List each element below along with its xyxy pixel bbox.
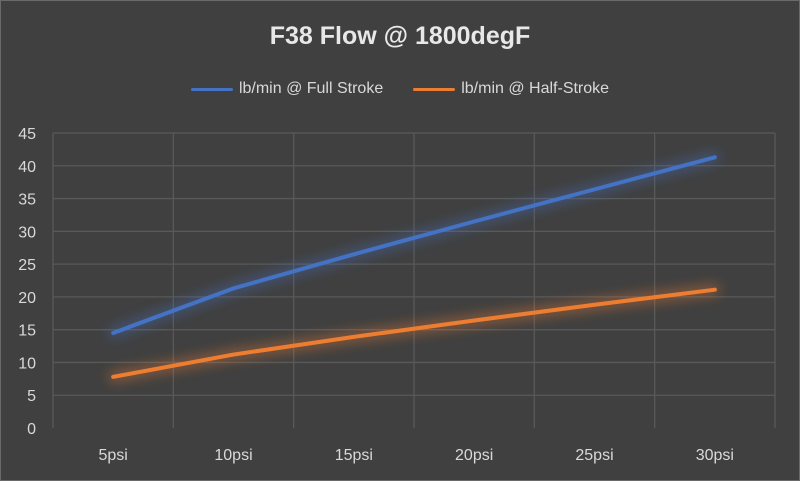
x-tick-label: 25psi (575, 447, 613, 464)
series-line-half-stroke (111, 287, 717, 379)
legend: lb/min @ Full Stroke lb/min @ Half-Strok… (0, 80, 800, 98)
legend-swatch-full-stroke (190, 87, 233, 91)
y-tick-label: 30 (18, 224, 36, 241)
y-tick-label: 15 (18, 323, 36, 340)
y-tick-label: 25 (18, 257, 36, 274)
y-axis-ticks: 0 5 10 15 20 25 30 35 40 45 (18, 126, 36, 438)
y-tick-label: 35 (18, 192, 36, 209)
x-tick-label: 30psi (696, 447, 734, 464)
y-tick-label: 5 (27, 388, 36, 405)
x-tick-label: 10psi (214, 447, 252, 464)
x-axis-ticks: 5psi 10psi 15psi 20psi 25psi 30psi (98, 447, 733, 464)
legend-label-half-stroke: lb/min @ Half-Stroke (461, 80, 610, 97)
series-lines (108, 152, 720, 382)
x-tick-label: 5psi (98, 447, 127, 464)
y-tick-label: 20 (18, 290, 36, 307)
y-tick-label: 40 (18, 159, 36, 176)
y-tick-label: 0 (27, 421, 36, 438)
x-tick-label: 15psi (335, 447, 373, 464)
legend-item-full-stroke: lb/min @ Full Stroke (190, 80, 384, 98)
y-tick-label: 45 (18, 126, 36, 143)
y-tick-label: 10 (18, 355, 36, 372)
x-tick-label: 20psi (455, 447, 493, 464)
chart-title: F38 Flow @ 1800degF (269, 22, 531, 50)
legend-label-full-stroke: lb/min @ Full Stroke (238, 80, 384, 97)
series-line-full-stroke (111, 155, 717, 335)
gridlines (52, 132, 776, 428)
legend-item-half-stroke: lb/min @ Half-Stroke (413, 80, 609, 98)
legend-swatch-half-stroke (413, 87, 456, 91)
